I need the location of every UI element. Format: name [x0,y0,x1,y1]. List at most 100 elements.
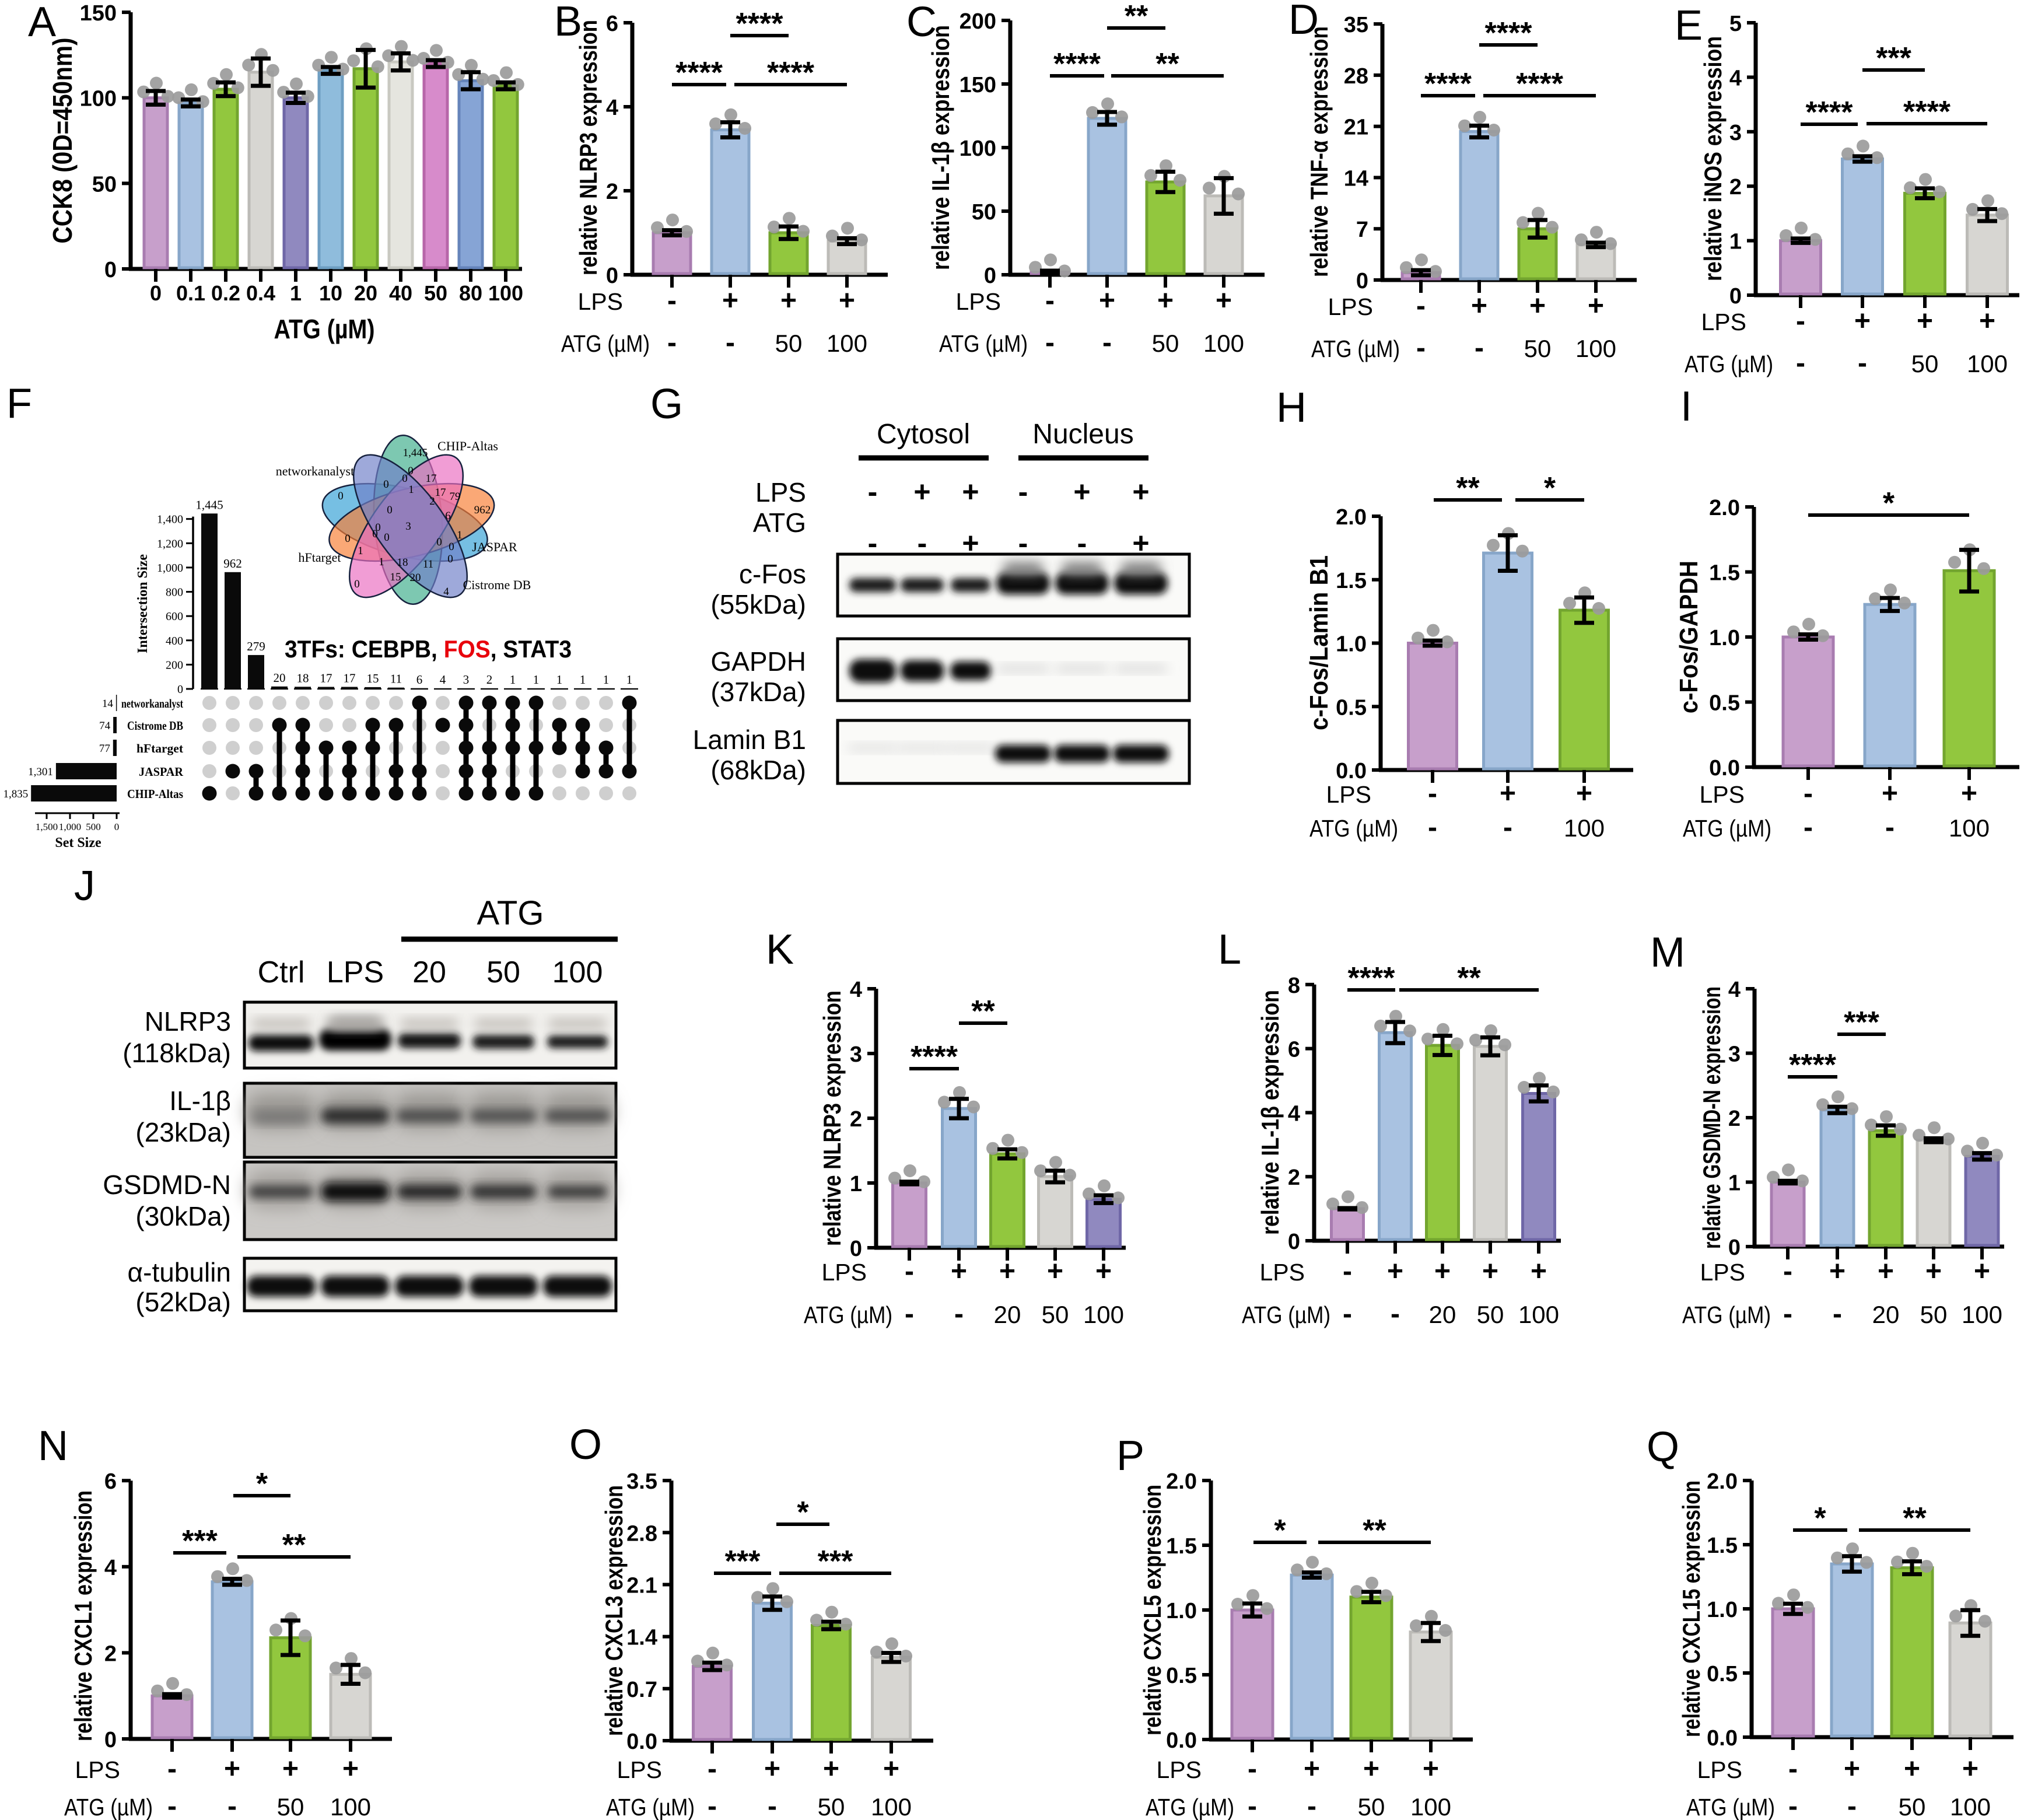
svg-text:100: 100 [1575,335,1616,362]
svg-text:+: + [1132,475,1149,508]
svg-text:150: 150 [80,1,117,26]
svg-text:1.4: 1.4 [626,1626,657,1650]
svg-text:1: 1 [533,673,540,687]
svg-text:17: 17 [320,671,332,685]
svg-text:LPS: LPS [755,477,806,508]
svg-text:-: - [954,1298,964,1329]
svg-text:-: - [1343,1256,1352,1287]
svg-text:50: 50 [92,172,117,197]
svg-text:1,301: 1,301 [28,766,53,778]
svg-text:-: - [905,1256,914,1287]
svg-text:D: D [1288,0,1319,43]
svg-text:+: + [913,475,930,508]
svg-text:100: 100 [1564,814,1605,842]
svg-text:+: + [1882,778,1898,809]
svg-text:+: + [1500,778,1516,809]
svg-text:6: 6 [606,12,618,36]
svg-text:LPS: LPS [1700,1259,1746,1286]
svg-text:ATG (µM): ATG (µM) [561,330,650,357]
svg-text:4: 4 [1728,978,1741,1002]
svg-text:LPS: LPS [956,288,1002,315]
svg-text:2: 2 [486,673,493,687]
svg-text:2: 2 [606,180,618,204]
svg-text:100: 100 [1967,350,2008,377]
svg-text:79: 79 [450,491,461,503]
svg-text:LPS: LPS [1700,781,1745,808]
svg-text:relative TNF-α expression: relative TNF-α expression [1305,26,1333,277]
svg-text:JASPAR: JASPAR [472,540,517,554]
svg-text:Cistrome DB: Cistrome DB [127,719,183,733]
svg-text:50: 50 [486,956,520,989]
svg-text:+: + [1904,1754,1920,1784]
svg-text:-: - [1796,306,1805,337]
svg-text:-: - [768,1791,777,1820]
svg-text:ATG (µM): ATG (µM) [274,314,375,344]
svg-text:0.4: 0.4 [246,281,275,305]
svg-text:J: J [74,863,95,909]
svg-text:ATG (µM): ATG (µM) [1311,335,1400,362]
svg-text:****: **** [675,56,723,90]
svg-text:100: 100 [488,281,523,305]
svg-text:2.0: 2.0 [1336,505,1367,530]
svg-text:ATG: ATG [477,894,544,932]
svg-text:**: ** [971,995,995,1028]
svg-text:****: **** [1424,67,1472,101]
svg-text:200: 200 [960,9,996,34]
svg-text:+: + [342,1754,359,1784]
svg-text:50: 50 [775,330,803,357]
svg-text:1: 1 [457,529,463,541]
svg-text:10: 10 [319,281,342,305]
svg-text:-: - [1018,527,1028,559]
svg-text:20: 20 [410,572,421,584]
svg-text:-: - [1475,332,1484,363]
svg-text:C: C [906,0,937,46]
svg-text:2.8: 2.8 [626,1521,657,1546]
svg-text:****: **** [1516,67,1564,101]
svg-text:*: * [1814,1502,1826,1535]
svg-text:***: *** [725,1545,761,1578]
svg-text:****: **** [1348,961,1396,995]
svg-text:ATG (µM): ATG (µM) [1686,1794,1775,1820]
svg-text:2: 2 [850,1107,862,1132]
svg-text:G: G [650,381,683,428]
svg-text:2: 2 [429,495,435,508]
svg-text:N: N [38,1423,68,1469]
svg-text:50: 50 [1524,335,1552,362]
svg-text:F: F [6,380,32,427]
svg-text:3: 3 [1728,1042,1741,1067]
svg-text:ATG (µM): ATG (µM) [1683,815,1771,842]
svg-text:(23kDa): (23kDa) [135,1117,231,1147]
svg-text:1,500: 1,500 [36,821,58,832]
svg-text:c-Fos/GAPDH: c-Fos/GAPDH [1675,561,1703,713]
svg-text:-: - [726,327,735,358]
svg-text:0: 0 [1728,1236,1741,1260]
svg-text:LPS: LPS [1157,1756,1202,1783]
svg-text:GAPDH: GAPDH [710,646,806,677]
svg-text:20: 20 [412,956,446,989]
svg-text:1.5: 1.5 [1166,1534,1197,1559]
svg-text:-: - [1503,812,1512,843]
svg-text:17: 17 [426,473,437,485]
svg-text:LPS: LPS [75,1756,121,1783]
svg-text:-: - [905,1298,914,1329]
svg-text:+: + [1854,306,1871,337]
svg-text:18: 18 [397,556,408,569]
svg-text:1,200: 1,200 [157,537,183,550]
svg-text:7: 7 [1356,218,1368,242]
svg-text:hFtarget: hFtarget [136,741,183,755]
svg-text:0: 0 [449,541,454,553]
svg-text:-: - [1307,1791,1316,1820]
svg-text:A: A [28,0,56,46]
svg-text:-: - [1416,332,1426,363]
svg-text:-: - [1391,1298,1400,1329]
svg-text:0: 0 [114,821,120,832]
svg-text:(68kDa): (68kDa) [710,755,806,785]
svg-text:1,000: 1,000 [59,821,81,832]
svg-text:-: - [1416,290,1426,321]
svg-text:50: 50 [1911,350,1939,377]
svg-text:relative iNOS expression: relative iNOS expression [1699,36,1727,281]
svg-text:0: 0 [338,490,344,502]
svg-text:+: + [1216,285,1232,316]
svg-text:0.7: 0.7 [626,1678,657,1702]
svg-text:0: 0 [383,478,389,491]
